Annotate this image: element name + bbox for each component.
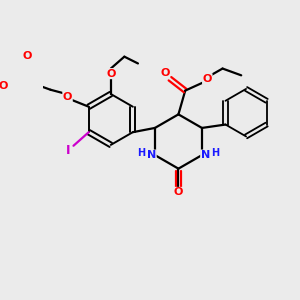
Text: O: O xyxy=(0,81,8,92)
Text: I: I xyxy=(66,144,70,157)
Text: O: O xyxy=(63,92,72,101)
Text: O: O xyxy=(22,51,32,61)
Text: O: O xyxy=(106,69,116,79)
Text: O: O xyxy=(202,74,212,84)
Text: O: O xyxy=(174,188,183,197)
Text: N: N xyxy=(201,150,210,160)
Text: O: O xyxy=(160,68,170,78)
Text: H: H xyxy=(212,148,220,158)
Text: N: N xyxy=(147,150,156,160)
Text: H: H xyxy=(137,148,146,158)
